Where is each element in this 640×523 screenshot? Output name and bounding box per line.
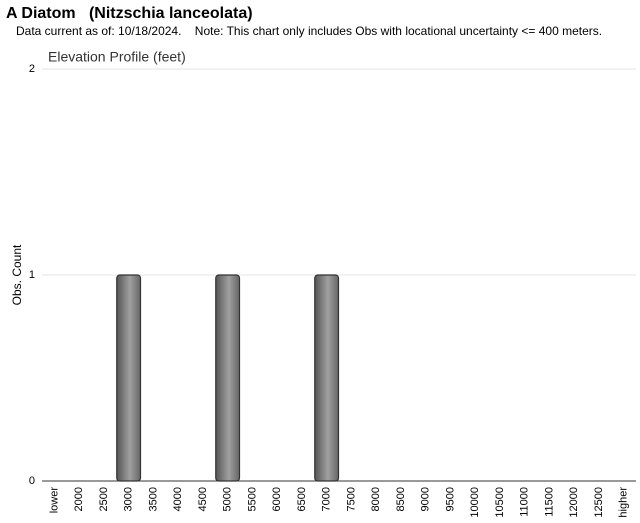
x-tick-label: lower xyxy=(48,487,60,514)
x-tick-label: 12500 xyxy=(593,487,605,518)
x-tick-label: 8000 xyxy=(370,487,382,511)
x-tick-label: 9000 xyxy=(420,487,432,511)
x-tick-label: 8500 xyxy=(395,487,407,511)
y-axis-label: Obs. Count xyxy=(10,244,24,305)
x-tick-label: 11500 xyxy=(543,487,555,517)
x-tick-label: 11000 xyxy=(519,487,531,517)
bar xyxy=(314,274,340,482)
plot-title: Elevation Profile (feet) xyxy=(48,49,186,65)
x-tick-label: 9500 xyxy=(444,487,456,511)
x-tick-label: 6500 xyxy=(296,487,308,511)
x-tick-label: 5500 xyxy=(246,487,258,511)
x-tick-label: 5000 xyxy=(222,487,234,511)
x-tick-label: 10000 xyxy=(469,487,481,518)
x-tick-label: 6000 xyxy=(271,487,283,511)
y-tick-label: 0 xyxy=(29,475,35,487)
x-tick-label: 7000 xyxy=(321,487,333,511)
subtitle: Data current as of: 10/18/2024. Note: Th… xyxy=(16,24,602,38)
x-tick-label: 12000 xyxy=(568,487,580,518)
bar xyxy=(215,274,241,482)
x-tick-label: higher xyxy=(618,487,630,518)
x-tick-label: 4000 xyxy=(172,487,184,511)
y-tick-label: 1 xyxy=(29,269,35,281)
x-tick-label: 2000 xyxy=(73,487,85,511)
x-tick-label: 4500 xyxy=(197,487,209,511)
x-tick-label: 3000 xyxy=(123,487,135,511)
x-tick-label: 2500 xyxy=(98,487,110,511)
x-tick-label: 10500 xyxy=(494,487,506,518)
x-tick-label: 7500 xyxy=(345,487,357,511)
bar xyxy=(116,274,142,482)
y-tick-label: 2 xyxy=(29,63,35,75)
chart-title: A Diatom (Nitzschia lanceolata) xyxy=(6,5,253,22)
x-tick-label: 3500 xyxy=(147,487,159,511)
